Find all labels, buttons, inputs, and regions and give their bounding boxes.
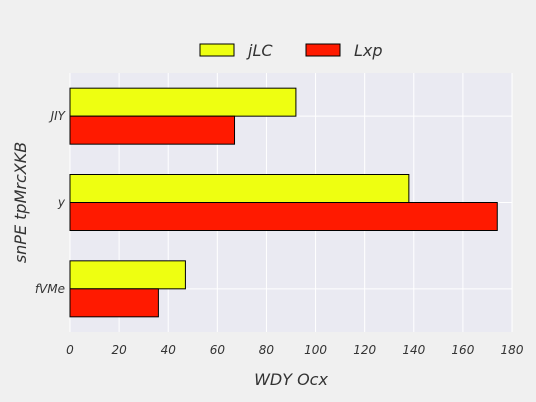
y-tick-label: fVMe <box>35 282 65 296</box>
x-tick-label: 180 <box>501 343 524 357</box>
legend: jLC Lxp <box>199 41 383 60</box>
legend-label-Lxp: Lxp <box>354 41 383 60</box>
x-tick-label: 100 <box>304 343 327 357</box>
y-axis-title: snPE tpMrcXKB <box>11 142 30 263</box>
x-tick-label: 160 <box>451 343 474 357</box>
legend-swatch-Lxp <box>305 43 341 57</box>
x-tick-label: 60 <box>210 343 226 357</box>
bar-Lxp-JIY <box>69 115 236 145</box>
x-axis-ticks: 0 20 40 60 80 100 120 140 160 180 <box>66 343 524 357</box>
bar-Lxp-y <box>69 202 498 231</box>
bars <box>69 87 498 318</box>
legend-swatch-jLC <box>199 43 235 57</box>
bar-jLC-y <box>69 174 410 203</box>
x-tick-label: 140 <box>402 343 425 357</box>
x-tick-label: 80 <box>259 343 275 357</box>
x-tick-label: 20 <box>111 343 127 357</box>
x-axis-title: WDY Ocx <box>254 370 328 389</box>
y-tick-label: JIY <box>49 109 67 123</box>
y-axis-ticks: JIY y fVMe <box>35 109 67 296</box>
bar-Lxp-fVMe <box>69 288 159 318</box>
bar-jLC-fVMe <box>69 260 186 290</box>
x-tick-label: 120 <box>353 343 376 357</box>
x-tick-label: 40 <box>161 343 177 357</box>
legend-label-jLC: jLC <box>246 41 273 60</box>
x-tick-label: 0 <box>66 343 74 357</box>
y-tick-label: y <box>57 196 66 210</box>
bar-jLC-JIY <box>69 87 297 117</box>
